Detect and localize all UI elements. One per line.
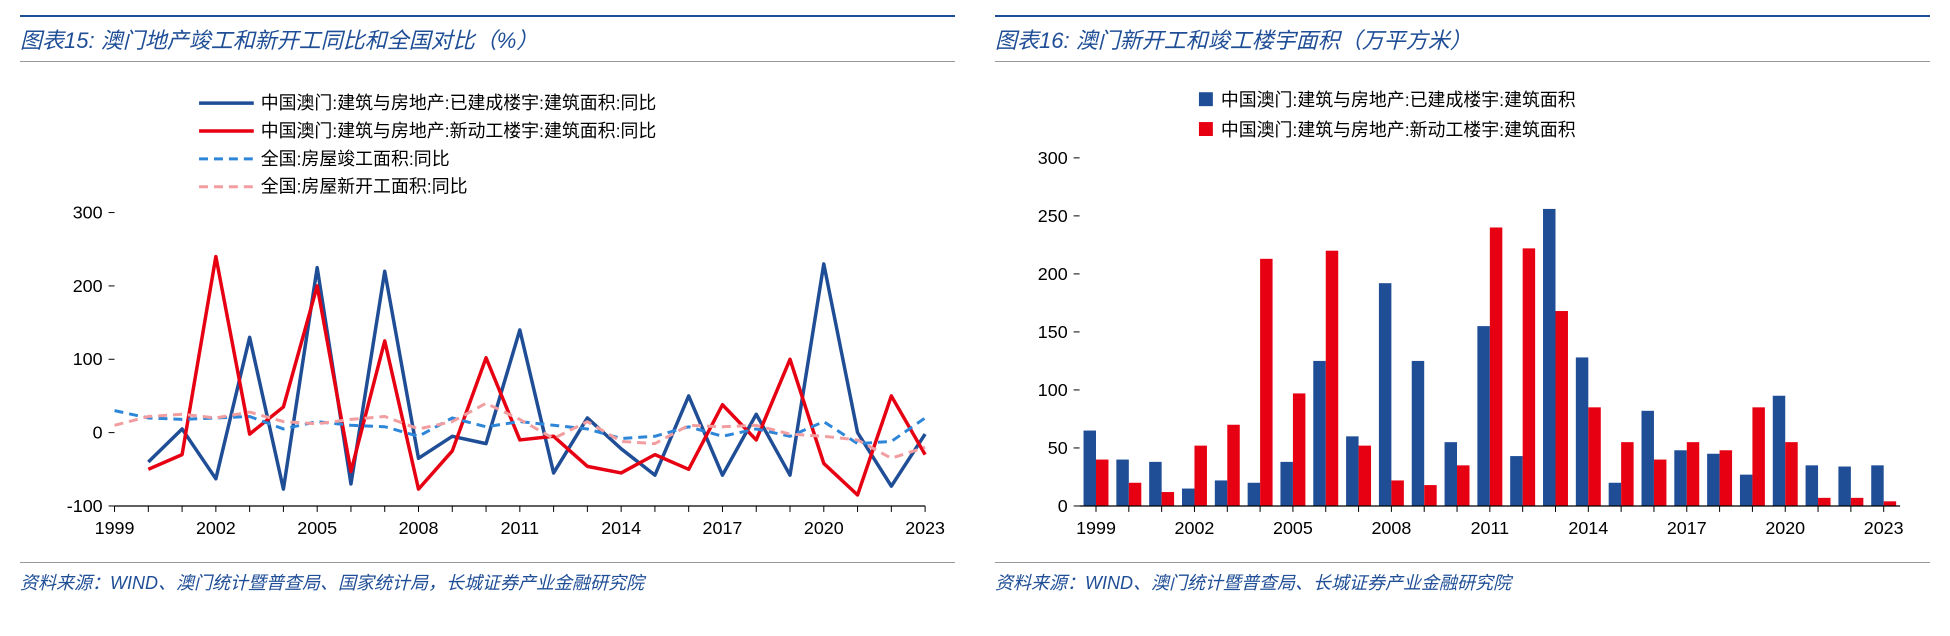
svg-text:2005: 2005 [297,518,337,538]
svg-text:1999: 1999 [95,518,135,538]
bar-chart: 中国澳门:建筑与房地产:已建成楼宇:建筑面积中国澳门:建筑与房地产:新动工楼宇:… [1005,82,1920,552]
svg-text:中国澳门:建筑与房地产:新动工楼宇:建筑面积: 中国澳门:建筑与房地产:新动工楼宇:建筑面积 [1221,120,1576,140]
svg-text:2011: 2011 [501,518,540,538]
svg-text:中国澳门:建筑与房地产:已建成楼宇:建筑面积:同比: 中国澳门:建筑与房地产:已建成楼宇:建筑面积:同比 [261,93,657,113]
svg-text:2020: 2020 [1765,518,1805,538]
chart-title-left: 图表15: 澳门地产竣工和新开工同比和全国对比（%） [20,23,538,55]
chart-panel-left: 图表15: 澳门地产竣工和新开工同比和全国对比（%） 中国澳门:建筑与房地产:已… [20,15,955,595]
chart-title-prefix: 图表16: [995,28,1070,53]
svg-text:2002: 2002 [1175,518,1215,538]
svg-text:2008: 2008 [399,518,439,538]
svg-text:2005: 2005 [1273,518,1313,538]
svg-text:2008: 2008 [1371,518,1411,538]
chart-title-text: 澳门地产竣工和新开工同比和全国对比（%） [101,28,539,53]
svg-text:中国澳门:建筑与房地产:新动工楼宇:建筑面积:同比: 中国澳门:建筑与房地产:新动工楼宇:建筑面积:同比 [261,121,657,141]
svg-text:2020: 2020 [804,518,844,538]
svg-text:200: 200 [1038,264,1068,284]
chart-source-right: 资料来源：WIND、澳门统计暨普查局、长城证券产业金融研究院 [995,562,1930,595]
svg-text:2014: 2014 [601,518,641,538]
svg-text:300: 300 [1038,148,1068,168]
svg-text:2023: 2023 [905,518,945,538]
chart-panel-right: 图表16: 澳门新开工和竣工楼宇面积（万平方米） 中国澳门:建筑与房地产:已建成… [995,15,1930,595]
svg-text:300: 300 [73,203,103,223]
svg-text:2017: 2017 [1667,518,1707,538]
svg-text:2011: 2011 [1471,518,1510,538]
charts-container: 图表15: 澳门地产竣工和新开工同比和全国对比（%） 中国澳门:建筑与房地产:已… [0,0,1950,605]
svg-text:中国澳门:建筑与房地产:已建成楼宇:建筑面积: 中国澳门:建筑与房地产:已建成楼宇:建筑面积 [1221,90,1576,110]
svg-text:全国:房屋竣工面积:同比: 全国:房屋竣工面积:同比 [261,149,450,169]
svg-text:200: 200 [73,276,103,296]
chart-title-text: 澳门新开工和竣工楼宇面积（万平方米） [1076,28,1472,53]
svg-text:1999: 1999 [1076,518,1116,538]
chart-title-right: 图表16: 澳门新开工和竣工楼宇面积（万平方米） [995,23,1472,55]
svg-text:2014: 2014 [1568,518,1608,538]
svg-text:0: 0 [93,423,103,443]
chart-title-row-right: 图表16: 澳门新开工和竣工楼宇面积（万平方米） [995,15,1930,62]
svg-text:150: 150 [1038,322,1068,342]
svg-text:全国:房屋新开工面积:同比: 全国:房屋新开工面积:同比 [261,177,468,197]
chart-title-row-left: 图表15: 澳门地产竣工和新开工同比和全国对比（%） [20,15,955,62]
svg-text:0: 0 [1058,496,1068,516]
chart-source-left: 资料来源：WIND、澳门统计暨普查局、国家统计局，长城证券产业金融研究院 [20,562,955,595]
chart-title-prefix: 图表15: [20,28,95,53]
svg-text:50: 50 [1048,438,1068,458]
svg-text:2017: 2017 [703,518,743,538]
line-chart: 中国澳门:建筑与房地产:已建成楼宇:建筑面积:同比中国澳门:建筑与房地产:新动工… [30,82,945,552]
svg-text:2002: 2002 [196,518,236,538]
svg-text:-100: -100 [67,496,103,516]
svg-text:100: 100 [73,349,103,369]
svg-text:2023: 2023 [1864,518,1904,538]
svg-text:100: 100 [1038,380,1068,400]
svg-text:250: 250 [1038,206,1068,226]
